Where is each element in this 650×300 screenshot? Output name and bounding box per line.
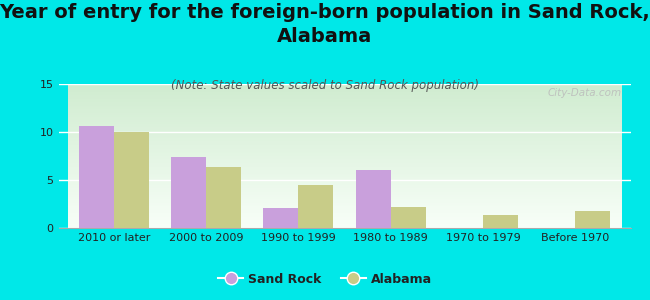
Bar — [171, 157, 206, 228]
Text: City-Data.com: City-Data.com — [548, 88, 622, 98]
Text: (Note: State values scaled to Sand Rock population): (Note: State values scaled to Sand Rock … — [171, 80, 479, 92]
Bar — [114, 132, 149, 228]
Bar — [79, 126, 114, 228]
Bar — [483, 214, 518, 228]
Text: Year of entry for the foreign-born population in Sand Rock,
Alabama: Year of entry for the foreign-born popul… — [0, 3, 650, 46]
Bar — [206, 167, 241, 228]
Bar — [391, 207, 426, 228]
Bar — [298, 185, 333, 228]
Legend: Sand Rock, Alabama: Sand Rock, Alabama — [213, 268, 437, 291]
Bar — [263, 208, 298, 228]
Bar — [356, 170, 391, 228]
Bar — [575, 211, 610, 228]
